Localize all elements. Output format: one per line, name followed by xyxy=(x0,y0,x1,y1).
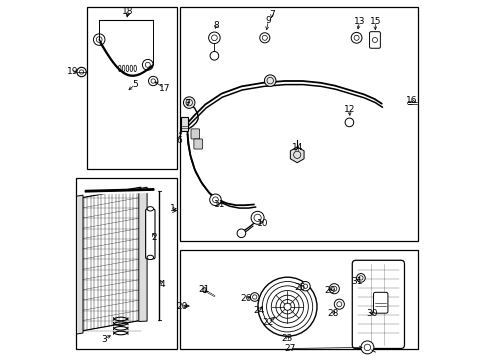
Circle shape xyxy=(237,229,245,238)
Polygon shape xyxy=(139,187,147,321)
Ellipse shape xyxy=(147,255,153,260)
FancyBboxPatch shape xyxy=(369,32,380,48)
Text: 8: 8 xyxy=(213,21,219,30)
Circle shape xyxy=(183,97,195,108)
Text: 28: 28 xyxy=(327,309,339,318)
Circle shape xyxy=(361,341,374,354)
Circle shape xyxy=(210,51,219,60)
Bar xyxy=(181,117,188,131)
Bar xyxy=(180,7,418,241)
Text: 2: 2 xyxy=(151,233,157,242)
Bar xyxy=(87,7,176,169)
Circle shape xyxy=(250,293,259,301)
FancyBboxPatch shape xyxy=(352,260,404,348)
Text: 7: 7 xyxy=(185,99,190,108)
Ellipse shape xyxy=(147,207,153,211)
Circle shape xyxy=(260,33,270,43)
Circle shape xyxy=(351,32,362,43)
Text: 20: 20 xyxy=(176,302,188,311)
Circle shape xyxy=(357,274,365,282)
Text: 21: 21 xyxy=(198,285,209,294)
Text: 10: 10 xyxy=(257,219,268,228)
Text: 26: 26 xyxy=(240,294,251,303)
Text: 7: 7 xyxy=(269,10,275,19)
Text: 23: 23 xyxy=(282,334,293,343)
Bar xyxy=(76,178,176,349)
Text: 18: 18 xyxy=(122,7,134,16)
Bar xyxy=(180,250,418,349)
Circle shape xyxy=(345,118,354,127)
Text: 17: 17 xyxy=(159,84,170,93)
Text: 27: 27 xyxy=(284,344,295,353)
Text: 22: 22 xyxy=(263,318,274,327)
Circle shape xyxy=(265,75,276,86)
FancyBboxPatch shape xyxy=(194,139,202,149)
Circle shape xyxy=(210,194,221,206)
FancyBboxPatch shape xyxy=(146,209,155,259)
Text: 5: 5 xyxy=(132,80,138,89)
Text: 31: 31 xyxy=(351,277,362,286)
Circle shape xyxy=(258,277,317,336)
Text: 25: 25 xyxy=(294,284,306,292)
Text: 19: 19 xyxy=(67,68,79,77)
Text: 13: 13 xyxy=(354,17,365,26)
Ellipse shape xyxy=(203,288,206,293)
Circle shape xyxy=(209,32,220,44)
Text: 3: 3 xyxy=(101,335,107,343)
FancyBboxPatch shape xyxy=(373,292,388,313)
Text: 30: 30 xyxy=(366,309,377,318)
Text: 11: 11 xyxy=(214,200,225,209)
Circle shape xyxy=(329,284,339,294)
Text: 15: 15 xyxy=(369,17,381,26)
Text: 4: 4 xyxy=(159,280,165,289)
Text: 29: 29 xyxy=(324,287,335,295)
Text: 9: 9 xyxy=(266,16,271,25)
Text: 24: 24 xyxy=(253,306,264,315)
Circle shape xyxy=(301,282,310,291)
Circle shape xyxy=(334,299,344,309)
Text: 12: 12 xyxy=(343,105,355,114)
Text: 6: 6 xyxy=(176,136,182,145)
Polygon shape xyxy=(76,195,83,334)
Text: 16: 16 xyxy=(406,96,417,105)
Circle shape xyxy=(251,211,264,224)
Text: 14: 14 xyxy=(292,143,303,152)
FancyBboxPatch shape xyxy=(191,129,199,139)
Text: 1: 1 xyxy=(170,204,175,213)
